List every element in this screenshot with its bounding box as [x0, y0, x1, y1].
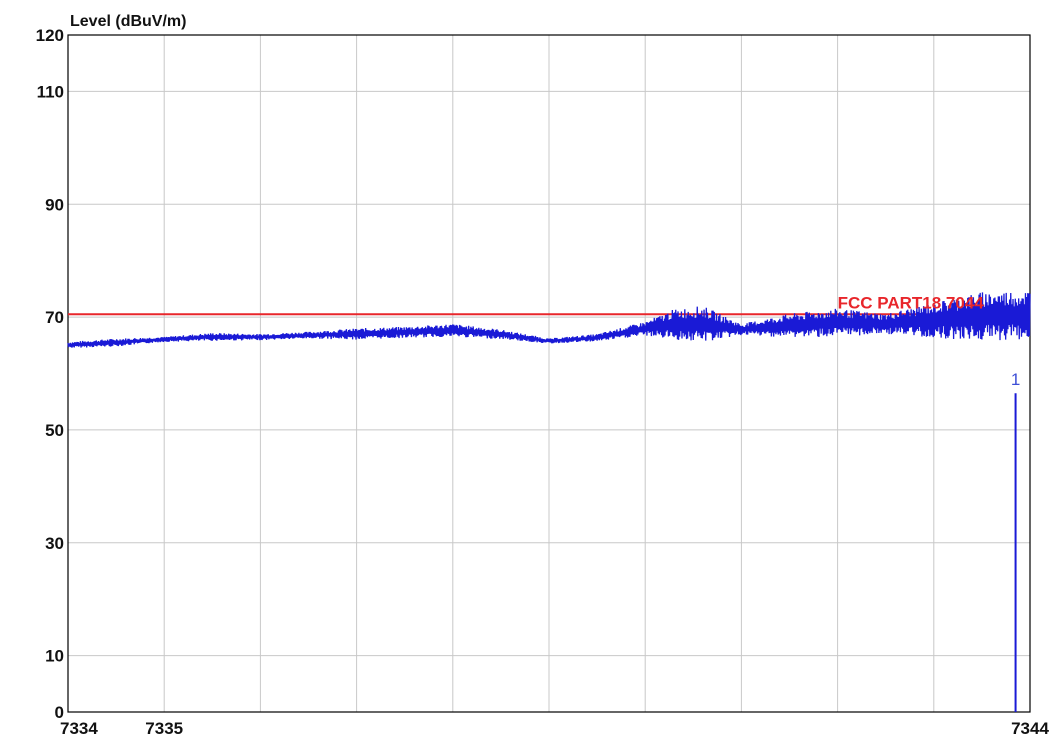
y-tick-label: 120 [36, 26, 64, 45]
y-axis-label: Level (dBuV/m) [70, 13, 186, 30]
plot-frame [67, 34, 1031, 713]
y-tick-label: 30 [45, 534, 64, 553]
trace-series [67, 292, 1031, 348]
grid-lines [68, 35, 1030, 712]
y-tick-label: 10 [45, 647, 64, 666]
x-tick-labels: 7334 7335 7344 [60, 719, 1049, 738]
trace-line [67, 292, 1031, 348]
marker-label: 1 [1011, 370, 1020, 389]
limit-label: FCC PART18 7044 [838, 293, 985, 312]
y-tick-label: 0 [55, 703, 64, 722]
y-tick-label: 70 [45, 308, 64, 327]
x-tick-label: 7344 [1011, 719, 1049, 738]
y-tick-label: 50 [45, 421, 64, 440]
y-tick-labels: 0 10 30 50 70 90 110 120 [36, 26, 64, 722]
y-tick-label: 110 [37, 82, 64, 101]
x-tick-label: 7335 [145, 719, 183, 738]
x-tick-label: 7334 [60, 719, 98, 738]
y-tick-label: 90 [45, 195, 64, 214]
